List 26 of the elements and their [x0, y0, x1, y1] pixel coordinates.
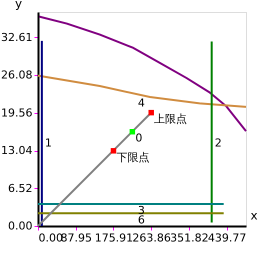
y-axis-title: y [14, 0, 22, 10]
annotation: 6 [138, 213, 145, 226]
annotation: 0 [135, 132, 142, 145]
y-tick-label: 19.56 [1, 106, 32, 120]
x-tick-label: 263.86 [132, 232, 171, 244]
point [148, 110, 154, 116]
annotation: 1 [44, 136, 52, 150]
x-tick-label: 0.00 [38, 232, 63, 244]
x-tick-label: 439.77 [208, 232, 246, 244]
x-tick-label: 175.91 [94, 232, 134, 244]
annotation: 2 [214, 136, 222, 150]
line-series [37, 74, 247, 108]
annotation: 4 [138, 96, 145, 110]
y-tick-label: 26.08 [1, 68, 32, 82]
y-tick-label: 6.52 [8, 182, 32, 195]
x-tick-label: 351.82 [170, 232, 209, 244]
y-tick-label: 0.00 [8, 220, 32, 232]
annotation: 上限点 [154, 112, 188, 126]
annotation: 下限点 [116, 150, 150, 164]
x-axis-title: x [250, 208, 258, 222]
x-tick-label: 87.95 [60, 232, 92, 244]
point [130, 128, 136, 134]
line-series [38, 16, 247, 132]
y-tick-label: 32.61 [1, 30, 32, 44]
y-tick-label: 13.04 [1, 144, 32, 158]
point [110, 148, 116, 154]
